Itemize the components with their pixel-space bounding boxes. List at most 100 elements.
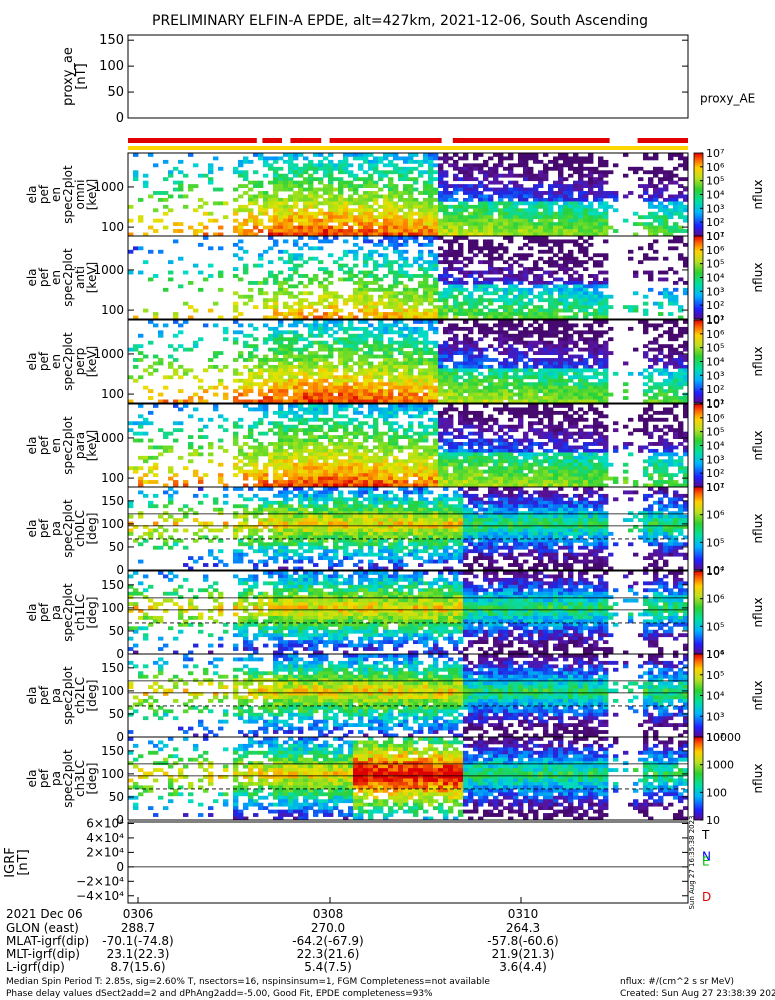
spectrogram-pixel	[293, 218, 299, 223]
spectrogram-pixel	[433, 222, 439, 227]
spectrogram-pixel	[443, 364, 449, 369]
spectrogram-pixel	[603, 294, 609, 299]
spectrogram-pixel	[278, 323, 284, 328]
spectrogram-pixel	[238, 417, 244, 422]
spectrogram-pixel	[438, 291, 444, 296]
spectrogram-pixel	[263, 291, 269, 296]
spectrogram-pixel	[378, 448, 384, 453]
spectrogram-pixel	[668, 354, 674, 359]
spectrogram-pixel	[628, 166, 634, 171]
spectrogram-pixel	[308, 385, 314, 390]
spectrogram-pixel	[398, 424, 404, 429]
spectrogram-pixel	[213, 187, 219, 192]
spectrogram-pixel	[338, 308, 344, 313]
spectrogram-pixel	[383, 197, 389, 202]
spectrogram-pixel	[343, 435, 349, 439]
spectrogram-pixel	[353, 274, 359, 278]
spectrogram-pixel	[568, 229, 574, 233]
spectrogram-pixel	[298, 315, 304, 320]
spectrogram-pixel	[238, 330, 244, 335]
spectrogram-pixel	[248, 399, 254, 404]
spectrogram-pixel	[598, 180, 604, 185]
spectrogram-pixel	[598, 270, 604, 275]
spectrogram-pixel	[578, 197, 584, 202]
spectrogram-pixel	[363, 455, 369, 460]
spectrogram-pixel	[288, 256, 294, 261]
spectrogram-pixel	[278, 476, 284, 481]
spectrogram-pixel	[308, 229, 314, 233]
spectrogram-pixel	[183, 347, 189, 352]
spectrogram-pixel	[338, 424, 344, 429]
spectrogram-pixel	[273, 301, 279, 306]
spectrogram-pixel	[378, 159, 384, 164]
spectrogram-pixel	[308, 305, 314, 310]
spectrogram-pixel	[533, 320, 539, 324]
spectrogram-pixel	[548, 260, 554, 265]
spectrogram-pixel	[498, 392, 504, 397]
spectrogram-pixel	[318, 364, 324, 369]
spectrogram-pixel	[463, 222, 469, 227]
spectrogram-pixel	[413, 399, 419, 404]
spectrogram-pixel	[283, 438, 289, 443]
spectrogram-pixel	[308, 476, 314, 481]
spectrogram-pixel	[358, 204, 364, 209]
spectrogram-pixel	[578, 211, 584, 216]
spectrogram-pixel	[473, 270, 479, 275]
spectrogram-pixel	[458, 267, 464, 271]
spectrogram-pixel	[383, 389, 389, 394]
spectrogram-pixel	[158, 330, 164, 335]
spectrogram-pixel	[308, 326, 314, 331]
spectrogram-pixel	[373, 326, 379, 331]
spectrogram-pixel	[368, 354, 374, 359]
spectrogram-pixel	[373, 455, 379, 460]
spectrogram-pixel	[328, 187, 334, 192]
spectrogram-pixel	[258, 291, 264, 296]
spectrogram-pixel	[418, 396, 424, 400]
spectrogram-pixel	[308, 280, 314, 285]
spectrogram-pixel	[343, 483, 349, 488]
spectrogram-pixel	[668, 333, 674, 338]
spectrogram-pixel	[383, 170, 389, 175]
spectrogram-pixel	[583, 284, 589, 289]
spectrogram-pixel	[498, 187, 504, 192]
spectrogram-pixel	[348, 340, 354, 345]
spectrogram-pixel	[473, 385, 479, 390]
spectrogram-pixel	[383, 392, 389, 397]
spectrogram-pixel	[418, 225, 424, 230]
spectrogram-pixel	[418, 385, 424, 390]
spectrogram-pixel	[483, 389, 489, 394]
spectrogram-pixel	[663, 364, 669, 369]
spectrogram-pixel	[393, 469, 399, 474]
spectrogram-pixel	[343, 163, 349, 168]
spectrogram-pixel	[563, 389, 569, 394]
spectrogram-pixel	[408, 361, 414, 366]
spectrogram-pixel	[398, 197, 404, 202]
spectrogram-pixel	[218, 473, 224, 478]
spectrogram-pixel	[318, 466, 324, 471]
spectrogram-pixel	[648, 197, 654, 202]
spectrogram-pixel	[418, 218, 424, 223]
spectrogram-pixel	[193, 263, 199, 268]
spectrogram-pixel	[343, 421, 349, 426]
spectrogram-pixel	[513, 399, 519, 404]
spectrogram-pixel	[363, 204, 369, 209]
spectrogram-pixel	[583, 308, 589, 313]
spectrogram-pixel	[473, 375, 479, 380]
spectrogram-pixel	[283, 291, 289, 296]
spectrogram-pixel	[233, 187, 239, 192]
spectrogram-pixel	[273, 480, 279, 484]
spectrogram-pixel	[303, 417, 309, 422]
spectrogram-pixel	[403, 201, 409, 206]
spectrogram-pixel	[308, 177, 314, 182]
spectrogram-pixel	[658, 177, 664, 182]
spectrogram-pixel	[663, 197, 669, 202]
spectrogram-pixel	[433, 378, 439, 383]
spectrogram-pixel	[518, 320, 524, 324]
spectrogram-pixel	[443, 180, 449, 185]
spectrogram-pixel	[563, 267, 569, 271]
spectrogram-pixel	[428, 274, 434, 278]
spectrogram-pixel	[493, 166, 499, 171]
spectrogram-pixel	[468, 242, 474, 247]
spectrogram-pixel	[308, 361, 314, 366]
spectrogram-pixel	[308, 211, 314, 216]
